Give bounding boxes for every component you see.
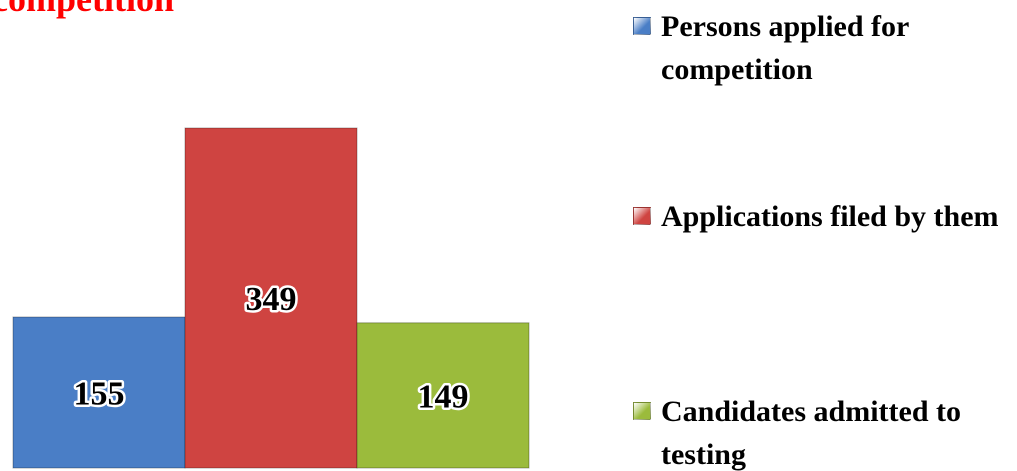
data-label: 149 (418, 378, 469, 415)
legend-swatch (633, 402, 651, 420)
bar-shine (184, 127, 358, 469)
legend-entry: Persons applied for competition (633, 5, 1013, 91)
chart-title: competition (0, 0, 174, 20)
bar-shine (12, 316, 186, 469)
legend-swatch (633, 207, 651, 225)
data-label: 155 (74, 375, 125, 412)
legend-entry: Candidates admitted to testing (633, 390, 1013, 471)
bar-shine (356, 322, 530, 469)
legend-label: Applications filed by them (661, 200, 999, 233)
legend-label: Candidates admitted to testing (661, 395, 962, 471)
legend-entry: Applications filed by them (633, 195, 1013, 238)
data-label: 349 (246, 281, 297, 318)
legend-swatch (633, 17, 651, 35)
legend-label: Persons applied for competition (661, 10, 909, 86)
